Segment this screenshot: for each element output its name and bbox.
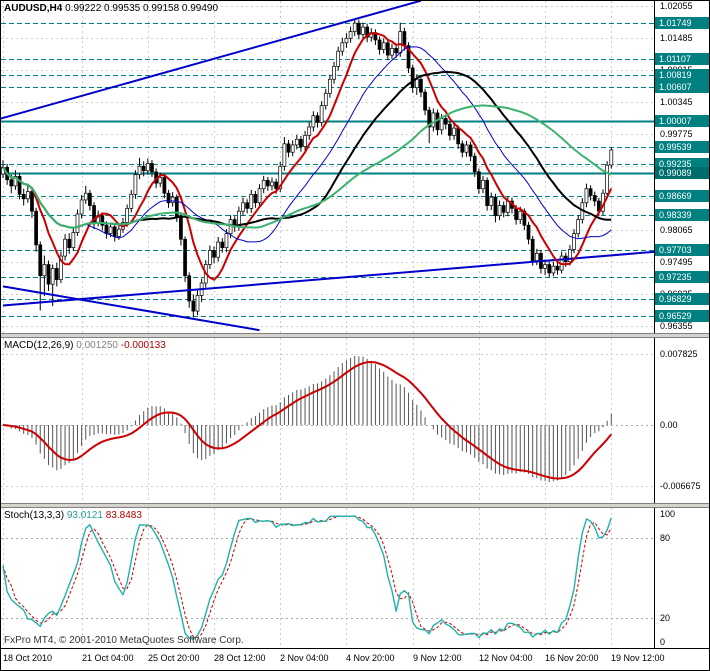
- price-level-label: 0.98339: [655, 209, 709, 221]
- time-axis-label: 19 Nov 12:00: [611, 653, 665, 663]
- price-level-label: 1.01749: [655, 17, 709, 29]
- price-tick-label: 0.96355: [660, 321, 693, 331]
- moving-average-lines[interactable]: [2, 32, 613, 281]
- price-level-label: 0.96529: [655, 310, 709, 322]
- price-tick-label: 1.00345: [660, 97, 693, 107]
- time-axis-label: 18 Oct 2010: [3, 653, 53, 663]
- panel-splitter[interactable]: [1, 503, 709, 508]
- macd-name-label: MACD(12,26,9): [4, 340, 74, 351]
- stochastic-signal-line[interactable]: [2, 515, 612, 639]
- price-level-label: 1.00819: [655, 69, 709, 81]
- macd-grid: [1, 338, 654, 503]
- macd-scale[interactable]: 0.007825 0.00 -0.006675: [654, 338, 709, 503]
- macd-canvas: [1, 338, 654, 503]
- price-level-label: 1.00007: [655, 115, 709, 127]
- price-tick-label: 0.99775: [660, 129, 693, 139]
- time-axis-label: 21 Oct 04:00: [82, 653, 134, 663]
- main-grid: [1, 1, 654, 333]
- stochastic-label: Stoch(13,3,3) 93.0121 83.8483: [4, 510, 142, 521]
- price-level-label: 0.98669: [655, 190, 709, 202]
- stochastic-main-line[interactable]: [2, 515, 612, 640]
- price-tick-label: 1.02055: [660, 1, 693, 11]
- stochastic-signal-value: 83.8483: [105, 510, 142, 521]
- price-level-label: 0.97235: [655, 271, 709, 283]
- macd-main-value: 0.001250: [76, 340, 118, 351]
- macd-tick-label: 0.00: [660, 420, 678, 430]
- time-axis[interactable]: 18 Oct 2010 21 Oct 04:00 25 Oct 20:00 28 Oc…: [1, 648, 709, 670]
- chart-title: AUDUSD,H4 0.99222 0.99535 0.99158 0.9949…: [4, 3, 218, 14]
- macd-histogram[interactable]: [3, 355, 612, 482]
- price-scale[interactable]: 0.963550.969250.974950.980650.986350.992…: [654, 1, 709, 333]
- macd-panel[interactable]: MACD(12,26,9) 0.001250 -0.000133: [1, 338, 654, 503]
- ohlc-values-label: 0.99222 0.99535 0.99158 0.99490: [65, 3, 219, 14]
- stochastic-panel[interactable]: Stoch(13,3,3) 93.0121 83.8483 FxPro MT4,…: [1, 508, 654, 648]
- horizontal-level-lines[interactable]: [1, 23, 654, 317]
- price-tick-label: 0.97495: [660, 257, 693, 267]
- price-level-label: 0.97703: [655, 244, 709, 256]
- time-axis-label: 9 Nov 12:00: [413, 653, 462, 663]
- branding-label: FxPro MT4, © 2001-2010 MetaQuotes Softwa…: [4, 635, 244, 646]
- stochastic-tick-label: 20: [660, 613, 671, 623]
- price-level-label: 1.00607: [655, 81, 709, 93]
- price-level-label: 0.99539: [655, 141, 709, 153]
- symbol-period-label: AUDUSD,H4: [4, 3, 63, 14]
- stochastic-tick-label: 80: [660, 533, 671, 543]
- macd-signal-value: -0.000133: [120, 340, 166, 351]
- candles-layer[interactable]: [1, 18, 614, 318]
- macd-tick-label: 0.007825: [660, 349, 698, 359]
- price-level-label: 1.01107: [655, 53, 709, 65]
- macd-label: MACD(12,26,9) 0.001250 -0.000133: [4, 340, 166, 351]
- panel-splitter[interactable]: [1, 333, 709, 338]
- stochastic-canvas: [1, 508, 654, 648]
- price-level-label: 0.96829: [655, 293, 709, 305]
- stochastic-name-label: Stoch(13,3,3): [4, 510, 65, 521]
- stochastic-tick-label: 0: [660, 637, 666, 647]
- main-chart-area[interactable]: AUDUSD,H4 0.99222 0.99535 0.99158 0.9949…: [1, 1, 654, 333]
- stochastic-grid: [1, 508, 654, 648]
- price-tick-label: 1.01485: [660, 33, 693, 43]
- time-axis-label: 4 Nov 20:00: [346, 653, 395, 663]
- price-tick-label: 0.98065: [660, 225, 693, 235]
- stochastic-scale[interactable]: 100 80 20 0: [654, 508, 709, 648]
- macd-signal-line[interactable]: [2, 361, 613, 480]
- trendlines[interactable]: [1, 1, 654, 332]
- time-axis-label: 28 Oct 12:00: [214, 653, 266, 663]
- time-axis-label: 16 Nov 20:00: [545, 653, 599, 663]
- stochastic-tick-label: 100: [660, 509, 676, 519]
- time-axis-label: 2 Nov 04:00: [280, 653, 329, 663]
- price-level-label: 0.99089: [655, 167, 709, 179]
- stochastic-main-value: 93.0121: [66, 510, 103, 521]
- macd-tick-label: -0.006675: [660, 481, 701, 491]
- time-axis-label: 25 Oct 20:00: [148, 653, 200, 663]
- main-chart-canvas: [1, 1, 654, 333]
- time-axis-label: 12 Nov 04:00: [479, 653, 533, 663]
